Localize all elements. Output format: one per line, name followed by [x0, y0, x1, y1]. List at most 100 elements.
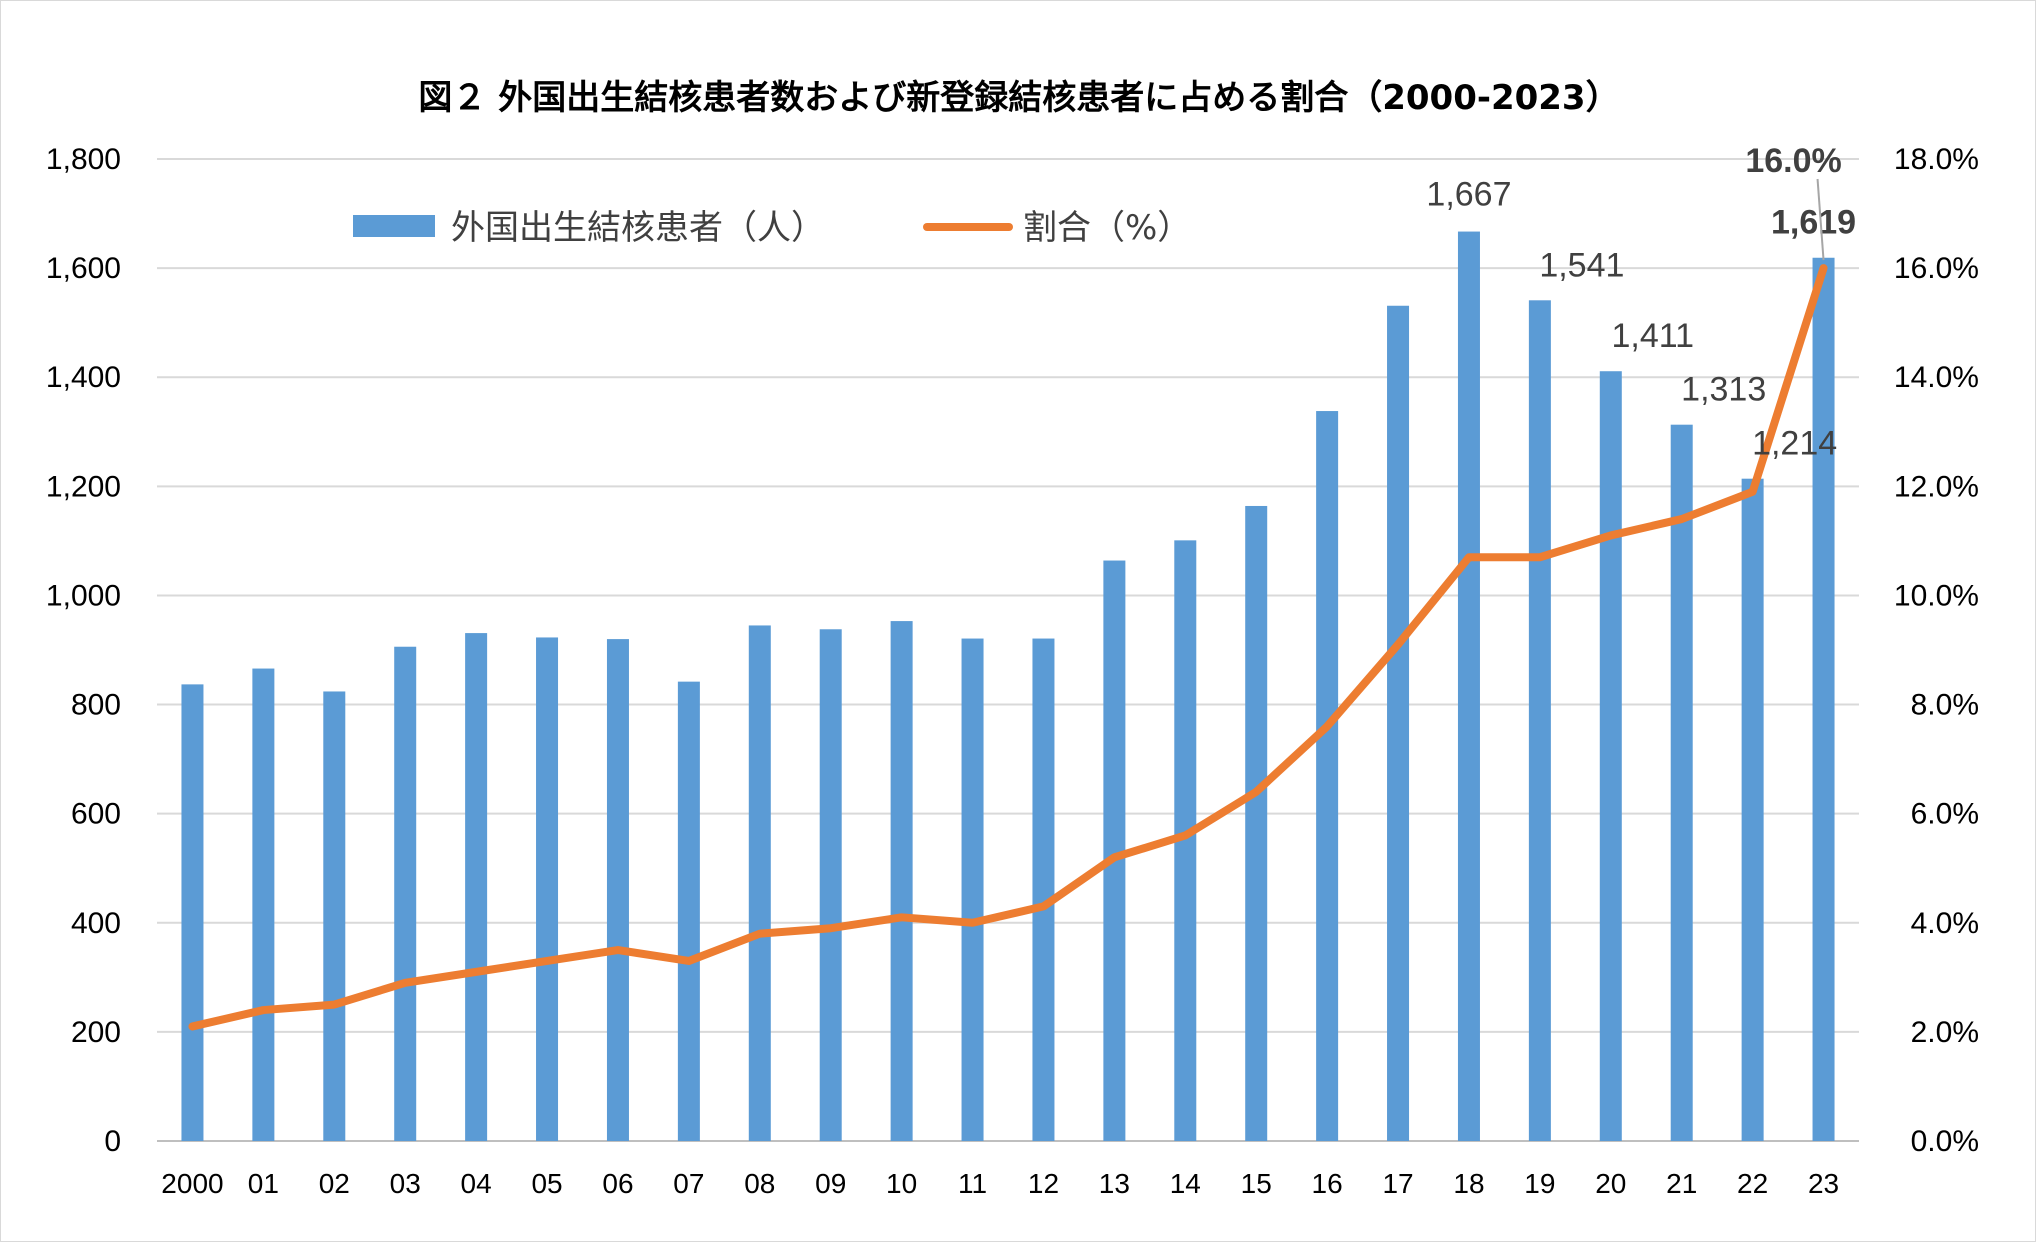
- category-label: 13: [1099, 1168, 1130, 1199]
- bar-series: [181, 231, 1835, 1142]
- bar: [1316, 411, 1339, 1142]
- category-axis-labels: 2000 01 02 03 04 05 06 07 08 09 10 11 12 13 14 15 16 17 18…: [161, 1168, 1839, 1199]
- bar: [1387, 305, 1410, 1141]
- line-point: [191, 1025, 194, 1028]
- category-label: 19: [1524, 1168, 1555, 1199]
- line-point: [262, 1009, 265, 1012]
- left-axis-tick-label: 1,800: [46, 143, 121, 176]
- right-axis-tick-label: 12.0%: [1894, 470, 1979, 503]
- line-point: [1397, 643, 1400, 646]
- left-axis-tick-label: 200: [71, 1016, 121, 1049]
- bar: [181, 684, 204, 1141]
- category-label: 12: [1028, 1168, 1059, 1199]
- category-label: 02: [319, 1168, 350, 1199]
- line-point: [1113, 856, 1116, 859]
- line-point: [687, 959, 690, 962]
- line-point: [1822, 267, 1825, 270]
- category-label: 06: [602, 1168, 633, 1199]
- category-label: 04: [461, 1168, 492, 1199]
- legend: 外国出生結核患者（人） 割合（%）: [353, 208, 1191, 248]
- right-axis-tick-label: 16.0%: [1894, 252, 1979, 285]
- right-axis-tick-label: 4.0%: [1911, 907, 1979, 940]
- line-point: [900, 916, 903, 919]
- bar-data-label: 1,541: [1539, 246, 1624, 284]
- line-point: [1042, 905, 1045, 908]
- bar: [961, 638, 984, 1141]
- legend-bar-label: 外国出生結核患者（人）: [451, 208, 825, 248]
- chart-title: 図２ 外国出生結核患者数および新登録結核患者に占める割合（2000-2023）: [418, 78, 1619, 118]
- bar: [465, 633, 488, 1141]
- bar-data-label: 1,619: [1771, 204, 1856, 242]
- line-point: [1467, 556, 1470, 559]
- gridlines: [157, 158, 1859, 1142]
- bar: [1670, 424, 1693, 1141]
- bar-data-label: 1,313: [1681, 371, 1766, 409]
- category-label: 08: [744, 1168, 775, 1199]
- right-axis-tick-label: 0.0%: [1911, 1125, 1979, 1158]
- category-label: 15: [1241, 1168, 1272, 1199]
- bar: [394, 646, 417, 1141]
- category-label: 20: [1595, 1168, 1626, 1199]
- bar: [1032, 638, 1055, 1141]
- line-point: [475, 970, 478, 973]
- line-point: [1609, 534, 1612, 537]
- left-axis-tick-label: 1,200: [46, 470, 121, 503]
- line-data-label: 16.0%: [1745, 142, 1841, 180]
- category-label: 2000: [161, 1168, 223, 1199]
- line-point: [616, 949, 619, 952]
- category-label: 18: [1453, 1168, 1484, 1199]
- line-series-path: [188, 264, 1828, 1031]
- line-point: [404, 981, 407, 984]
- line-point: [1255, 790, 1258, 793]
- left-axis-tick-label: 400: [71, 907, 121, 940]
- bar: [536, 637, 559, 1141]
- bar: [748, 625, 771, 1141]
- category-label: 16: [1312, 1168, 1343, 1199]
- bar: [1812, 257, 1835, 1141]
- line-point: [971, 921, 974, 924]
- bar: [890, 621, 913, 1141]
- left-axis-tick-label: 0: [104, 1125, 121, 1158]
- line-point: [1751, 490, 1754, 493]
- right-axis-tick-label: 8.0%: [1911, 689, 1979, 722]
- category-label: 22: [1737, 1168, 1768, 1199]
- bar: [1457, 231, 1480, 1141]
- line-point: [1326, 725, 1329, 728]
- bar: [677, 681, 700, 1141]
- category-label: 11: [958, 1168, 987, 1199]
- category-label: 05: [531, 1168, 562, 1199]
- line-point: [1680, 518, 1683, 521]
- category-label: 03: [390, 1168, 421, 1199]
- bar: [1103, 560, 1126, 1141]
- line-point: [1538, 556, 1541, 559]
- bar-data-label: 1,214: [1752, 425, 1837, 463]
- left-axis-tick-label: 800: [71, 689, 121, 722]
- left-axis-tick-label: 1,400: [46, 361, 121, 394]
- left-axis-tick-label: 1,000: [46, 579, 121, 612]
- line-point: [1184, 834, 1187, 837]
- left-axis-tick-label: 1,600: [46, 252, 121, 285]
- bar: [1599, 371, 1622, 1142]
- line-point: [546, 959, 549, 962]
- bar-data-label: 1,667: [1426, 176, 1511, 214]
- bar: [606, 639, 629, 1141]
- category-label: 23: [1808, 1168, 1839, 1199]
- line-label-leader: [1816, 178, 1825, 261]
- category-label: 17: [1382, 1168, 1413, 1199]
- left-axis-ticks: 0 200 400 600 800 1,000 1,200 1,400 1,600 1,800: [46, 143, 121, 1158]
- category-label: 07: [673, 1168, 704, 1199]
- right-axis-tick-label: 18.0%: [1894, 143, 1979, 176]
- bar: [1245, 505, 1268, 1141]
- category-label: 01: [248, 1168, 279, 1199]
- bar: [1528, 300, 1551, 1141]
- right-axis-ticks: 0.0% 2.0% 4.0% 6.0% 8.0% 10.0% 12.0% 14.0% 16.0%…: [1894, 143, 1979, 1158]
- line-point: [333, 1003, 336, 1006]
- right-axis-tick-label: 6.0%: [1911, 798, 1979, 831]
- category-label: 14: [1170, 1168, 1201, 1199]
- category-label: 09: [815, 1168, 846, 1199]
- legend-bar-swatch: [353, 215, 435, 237]
- category-label: 21: [1666, 1168, 1697, 1199]
- bar: [1174, 540, 1197, 1141]
